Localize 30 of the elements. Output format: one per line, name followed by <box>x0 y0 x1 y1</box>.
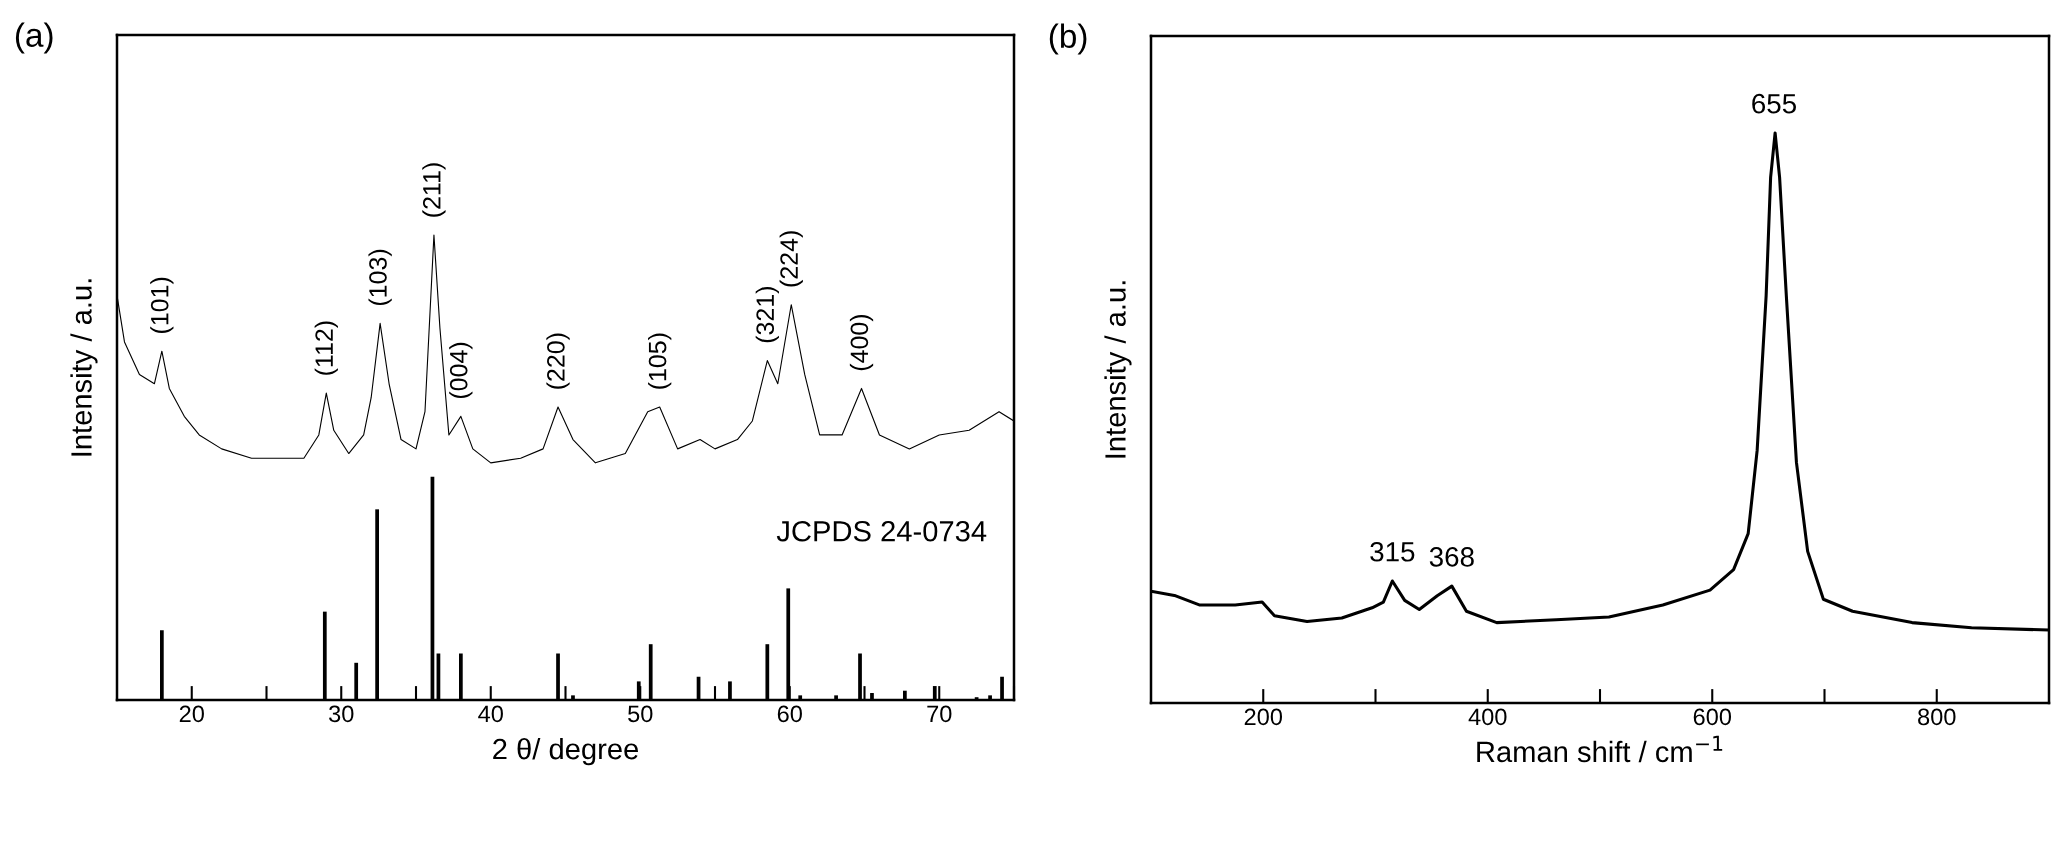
x-tick-label: 60 <box>777 705 802 723</box>
annotation: (101) <box>150 277 174 334</box>
annotation: (004) <box>449 342 473 399</box>
annotation: (220) <box>546 333 570 389</box>
x-tick-label: 30 <box>329 705 354 723</box>
x-tick-label: 600 <box>1693 708 1732 726</box>
x-tick-label: 40 <box>478 705 503 723</box>
annotation: 315 <box>1370 541 1415 562</box>
y-axis-title: Intensity / a.u. <box>70 279 98 456</box>
annotation: (103) <box>368 249 392 306</box>
y-axis-title: Intensity / a.u. <box>1104 281 1132 458</box>
x-axis-title: 2 θ/ degree <box>493 737 638 766</box>
chart-title: (b) <box>1049 23 1087 55</box>
annotation: (112) <box>314 321 338 375</box>
annotation: (224) <box>779 231 803 287</box>
chart-title: (a) <box>15 22 53 54</box>
x-tick-label: 800 <box>1918 708 1956 726</box>
annotation: (400) <box>849 314 874 371</box>
x-tick-label: 200 <box>1244 708 1283 726</box>
annotation: (211) <box>422 163 446 217</box>
x-tick-label: 50 <box>628 705 653 723</box>
x-tick-label: 20 <box>179 705 204 723</box>
annotation: 368 <box>1429 547 1474 567</box>
annotation: (321) <box>755 287 779 343</box>
annotation: 655 <box>1752 93 1796 114</box>
annotation: (105) <box>648 333 672 389</box>
x-axis-title: Raman shift / cm$^{−1}$ <box>1477 735 1723 763</box>
x-tick-label: 400 <box>1468 708 1507 726</box>
x-tick-label: 70 <box>927 705 952 723</box>
annotation: JCPDS 24-0734 <box>776 520 987 542</box>
